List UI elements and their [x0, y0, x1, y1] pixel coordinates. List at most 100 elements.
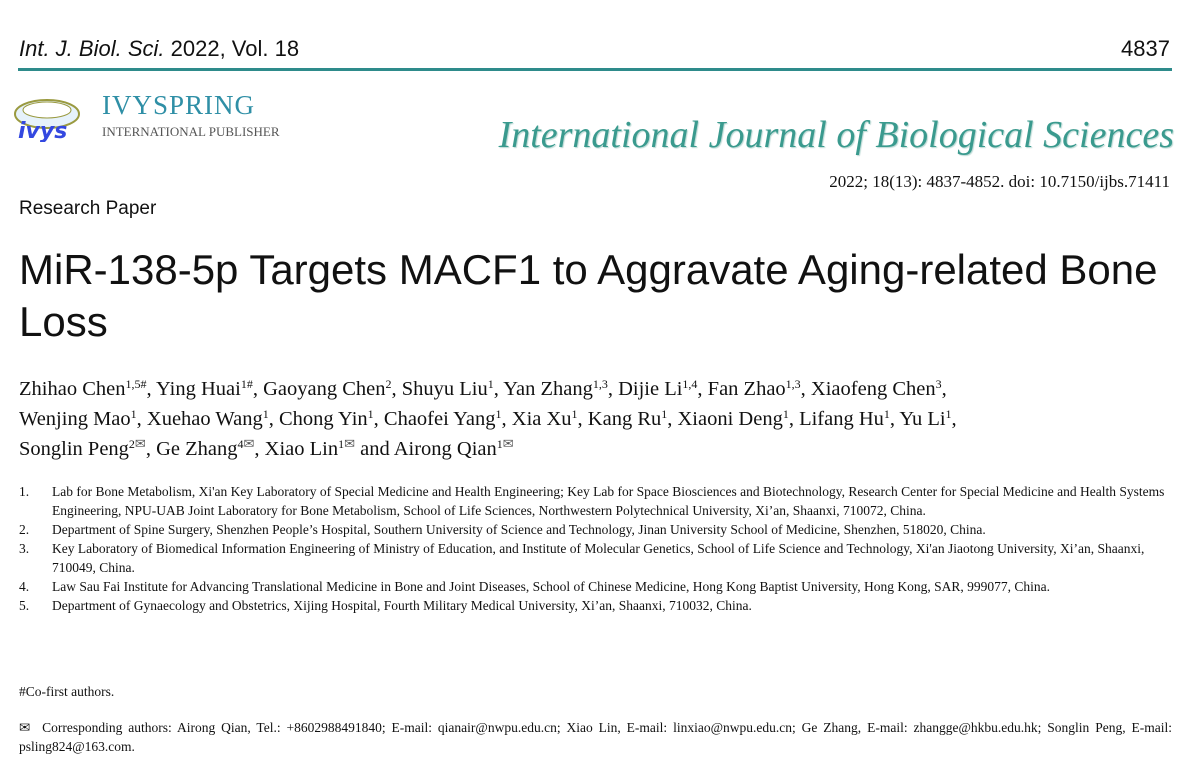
co-first-note: #Co-first authors. — [19, 684, 115, 699]
envelope-icon: ✉ — [243, 436, 255, 451]
author: Dijie Li1,4 — [618, 378, 697, 400]
publisher-logo: ivys IVYSPRING INTERNATIONAL PUBLISHER — [10, 88, 290, 148]
author-name: Xiaoni Deng — [677, 408, 783, 430]
author: Xiao Lin1✉ — [264, 436, 355, 460]
affiliation-text: Key Laboratory of Biomedical Information… — [52, 541, 1145, 575]
author-affiliation-sup: 1,5# — [125, 377, 147, 391]
author-affiliation-sup: 1 — [571, 407, 578, 421]
author: Ge Zhang4✉ — [156, 436, 255, 460]
author-list: Zhihao Chen1,5#, Ying Huai1#, Gaoyang Ch… — [19, 374, 1184, 464]
author: Shuyu Liu1 — [402, 378, 494, 400]
affiliation-number: 2. — [19, 522, 30, 537]
author-affiliation-sup: 3 — [935, 377, 942, 391]
author: Lifang Hu1 — [799, 408, 890, 430]
author-name: Zhihao Chen — [19, 378, 126, 400]
author-affiliation-sup: 1 — [883, 407, 890, 421]
affiliations-list: 1. Lab for Bone Metabolism, Xi'an Key Lab… — [19, 482, 1174, 615]
author-affiliation-sup: 2 — [385, 377, 392, 391]
header-rule — [18, 68, 1172, 71]
affiliation-item: 4. Law Sau Fai Institute for Advancing Tr… — [19, 577, 1174, 596]
journal-abbrev: Int. J. Biol. Sci. — [19, 36, 165, 61]
ivyspring-logo-icon: ivys — [14, 99, 80, 142]
author-affiliation-sup: 1 — [782, 407, 789, 421]
page-number: 4837 — [1121, 36, 1170, 61]
author: Ying Huai1# — [156, 378, 253, 400]
author-affiliation-sup: 1 — [945, 407, 952, 421]
author-affiliation-sup: 1 — [130, 407, 137, 421]
author-name: Xia Xu — [511, 408, 572, 430]
author-affiliation-sup: 1# — [240, 377, 253, 391]
author: and Airong Qian1✉ — [360, 436, 514, 460]
envelope-icon: ✉ — [344, 436, 355, 451]
corresponding-authors: ✉ Corresponding authors: Airong Qian, Te… — [19, 718, 1172, 756]
author-affiliation-sup: 1 — [661, 407, 668, 421]
author-affiliation-sup: 1,3 — [592, 377, 608, 391]
author-name: Yan Zhang — [503, 378, 593, 400]
publisher-subtitle: INTERNATIONAL PUBLISHER — [102, 124, 280, 139]
envelope-icon: ✉ — [134, 436, 146, 451]
affiliation-item: 2. Department of Spine Surgery, Shenzhen … — [19, 520, 1174, 539]
author: Chaofei Yang1 — [384, 408, 502, 430]
journal-title: International Journal of Biological Scie… — [498, 114, 1174, 156]
author-affiliation-sup: 1 — [495, 407, 502, 421]
author-name: Ge Zhang — [156, 438, 238, 460]
author: Songlin Peng2✉ — [19, 436, 146, 460]
author-name: Dijie Li — [618, 378, 683, 400]
paper-type: Research Paper — [19, 198, 157, 219]
author-affiliation-sup: 1 — [262, 407, 269, 421]
envelope-icon: ✉ — [19, 720, 31, 735]
author-name: Chong Yin — [278, 408, 368, 430]
author-name: Xiao Lin — [264, 438, 339, 460]
author-line: Wenjing Mao1, Xuehao Wang1, Chong Yin1, … — [19, 407, 957, 430]
author-name: Xiaofeng Chen — [810, 378, 936, 400]
author-affiliation-sup: 1 — [338, 437, 345, 451]
affiliation-number: 3. — [19, 541, 30, 556]
author-name: Fan Zhao — [707, 378, 786, 400]
author-name: Kang Ru — [587, 408, 662, 430]
affiliation-text: Department of Spine Surgery, Shenzhen Pe… — [52, 522, 986, 537]
author-name: Shuyu Liu — [401, 378, 488, 400]
corresponding-text: Corresponding authors: Airong Qian, Tel.… — [19, 720, 1172, 754]
affiliation-text: Law Sau Fai Institute for Advancing Tran… — [52, 579, 1051, 594]
author-affiliation-sup: 4 — [237, 437, 244, 451]
author-affiliation-sup: 1 — [496, 437, 503, 451]
paper-title: MiR-138-5p Targets MACF1 to Aggravate Ag… — [19, 246, 1158, 345]
author-name: Wenjing Mao — [19, 408, 131, 430]
affiliation-item: 5. Department of Gynaecology and Obstetri… — [19, 596, 1174, 615]
author: Chong Yin1 — [279, 408, 374, 430]
author: Zhihao Chen1,5# — [19, 378, 146, 400]
author-affiliation-sup: 1 — [367, 407, 374, 421]
author: Wenjing Mao1 — [19, 408, 137, 430]
envelope-icon: ✉ — [502, 436, 514, 451]
author-affiliation-sup: 1,3 — [785, 377, 801, 391]
author-name: and Airong Qian — [360, 438, 497, 460]
author: Kang Ru1 — [588, 408, 667, 430]
affiliation-number: 1. — [19, 484, 30, 499]
affiliation-number: 4. — [19, 579, 30, 594]
publisher-name: IVYSPRING — [102, 90, 256, 120]
author: Yu Li1 — [899, 408, 951, 430]
author: Xiaofeng Chen3 — [811, 378, 942, 400]
running-header-journal: Int. J. Biol. Sci. 2022, Vol. 18 — [19, 36, 299, 62]
affiliation-text: Lab for Bone Metabolism, Xi'an Key Labor… — [52, 484, 1165, 518]
author-name: Lifang Hu — [799, 408, 884, 430]
affiliation-item: 3. Key Laboratory of Biomedical Informati… — [19, 539, 1174, 577]
author: Xiaoni Deng1 — [678, 408, 789, 430]
author-line: Songlin Peng2✉, Ge Zhang4✉, Xiao Lin1✉ a… — [19, 436, 514, 460]
author-name: Chaofei Yang — [383, 408, 496, 430]
affiliation-item: 1. Lab for Bone Metabolism, Xi'an Key Lab… — [19, 482, 1174, 520]
author: Yan Zhang1,3 — [503, 378, 608, 400]
affiliation-text: Department of Gynaecology and Obstetrics… — [52, 598, 752, 613]
author-name: Yu Li — [899, 408, 946, 430]
author: Xia Xu1 — [512, 408, 578, 430]
author: Gaoyang Chen2 — [263, 378, 391, 400]
author-name: Songlin Peng — [19, 438, 129, 460]
author: Fan Zhao1,3 — [708, 378, 801, 400]
affiliation-number: 5. — [19, 598, 30, 613]
author-line: Zhihao Chen1,5#, Ying Huai1#, Gaoyang Ch… — [19, 377, 947, 400]
author-name: Gaoyang Chen — [263, 378, 386, 400]
author-name: Xuehao Wang — [146, 408, 263, 430]
author-affiliation-sup: 2 — [128, 437, 135, 451]
citation-doi: 2022; 18(13): 4837-4852. doi: 10.7150/ij… — [829, 172, 1170, 191]
author-affiliation-sup: 1 — [487, 377, 494, 391]
